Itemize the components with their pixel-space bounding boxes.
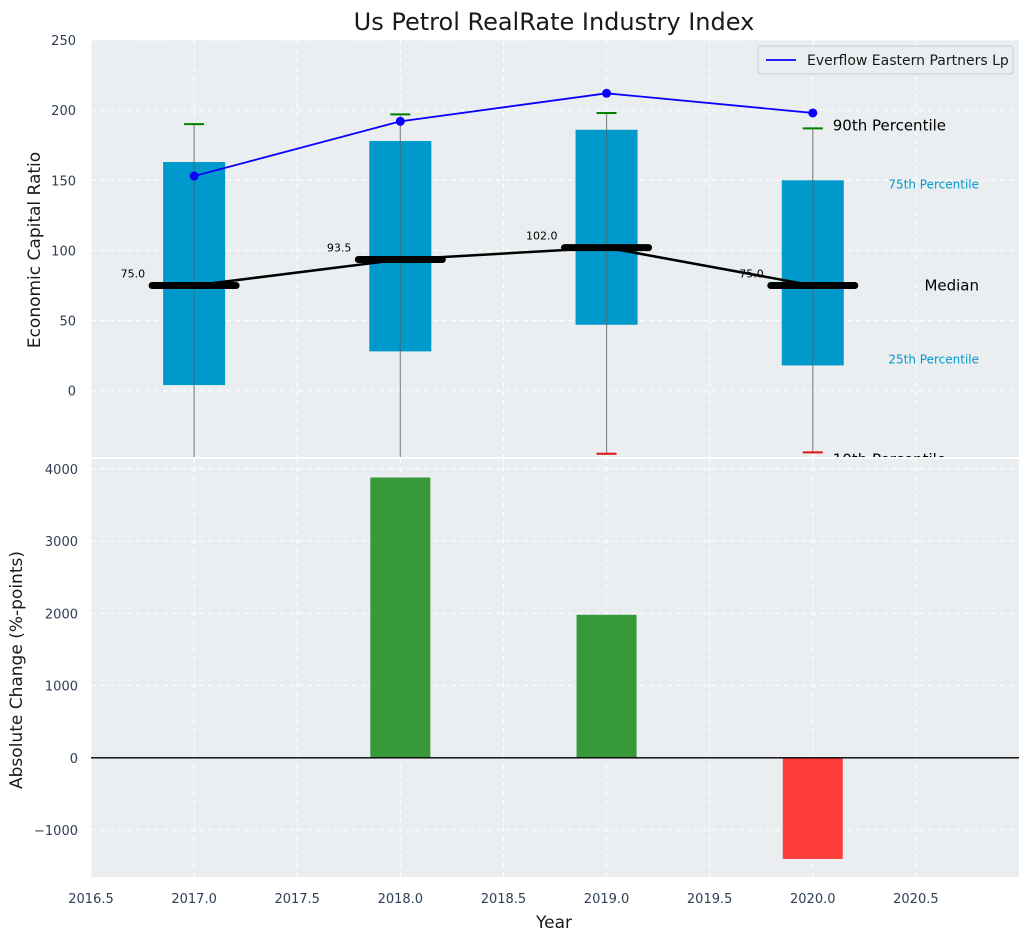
x-tick-label: 2018.5 <box>481 892 527 907</box>
legend-entry: Everflow Eastern Partners Lp <box>807 53 1009 69</box>
lower-y-axis-title: Absolute Change (%-points) <box>7 551 27 789</box>
company-series-point <box>602 88 612 98</box>
bar-positive-change <box>576 614 637 758</box>
upper-plot-background <box>91 40 1019 458</box>
upper-y-tick-label: 250 <box>51 34 76 49</box>
median-value-label: 75.0 <box>121 267 146 280</box>
median-value-label: 93.5 <box>327 242 352 255</box>
median-trend-line <box>193 246 814 287</box>
bar-positive-change <box>370 477 431 758</box>
company-series-point <box>395 116 405 126</box>
x-tick-label: 2019.0 <box>584 892 630 907</box>
lower-y-tick-label: 3000 <box>45 535 78 550</box>
x-tick-label: 2020.5 <box>893 892 939 907</box>
lower-y-tick-label: 2000 <box>45 607 78 622</box>
legend: Everflow Eastern Partners Lp <box>757 45 1014 75</box>
lower-y-tick-label: 4000 <box>45 463 78 478</box>
x-tick-label: 2020.0 <box>790 892 836 907</box>
upper-y-tick-label: 50 <box>59 315 76 330</box>
lower-y-tick-label: 0 <box>70 752 78 767</box>
chart-title: Us Petrol RealRate Industry Index <box>354 8 755 36</box>
x-tick-label: 2017.0 <box>171 892 217 907</box>
annotation-75th-percentile: 75th Percentile <box>888 177 979 191</box>
median-value-label: 102.0 <box>526 230 558 243</box>
median-value-label: 75.0 <box>739 267 764 280</box>
lower-plot-background <box>91 458 1019 877</box>
x-tick-label: 2016.5 <box>68 892 114 907</box>
annotation-25th-percentile: 25th Percentile <box>888 352 979 366</box>
annotation-10th-percentile: 10th Percentile <box>833 450 946 468</box>
x-tick-label: 2017.5 <box>274 892 320 907</box>
annotation-90th-percentile: 90th Percentile <box>833 116 946 134</box>
company-series-line <box>193 92 813 177</box>
upper-panel: 0 50 100 150 200 250 75.0 93.5 102.0 75.0 90th Per… <box>51 34 1019 468</box>
upper-y-tick-label: 150 <box>51 174 76 189</box>
upper-y-tick-label: 200 <box>51 104 76 119</box>
upper-y-axis-title: Economic Capital Ratio <box>25 152 45 348</box>
x-tick-label: 2018.0 <box>378 892 424 907</box>
x-axis-title: Year <box>535 913 572 933</box>
lower-panel: −1000 0 1000 2000 3000 4000 2016.5 2017.0 2017.5… <box>34 458 1019 907</box>
upper-y-tick-label: 0 <box>68 385 76 400</box>
lower-y-tick-label: −1000 <box>34 824 78 839</box>
annotation-median: Median <box>924 276 979 294</box>
bar-negative-change <box>782 757 843 859</box>
company-series-point <box>189 171 199 181</box>
upper-y-tick-label: 100 <box>51 244 76 259</box>
lower-plot-area <box>91 477 1019 859</box>
x-tick-label: 2019.5 <box>687 892 733 907</box>
upper-plot-area: 75.0 93.5 102.0 75.0 90th Percentile 75th Per… <box>121 88 979 468</box>
legend-frame <box>757 45 1014 75</box>
company-series-point <box>808 108 818 118</box>
lower-y-tick-label: 1000 <box>45 680 78 695</box>
